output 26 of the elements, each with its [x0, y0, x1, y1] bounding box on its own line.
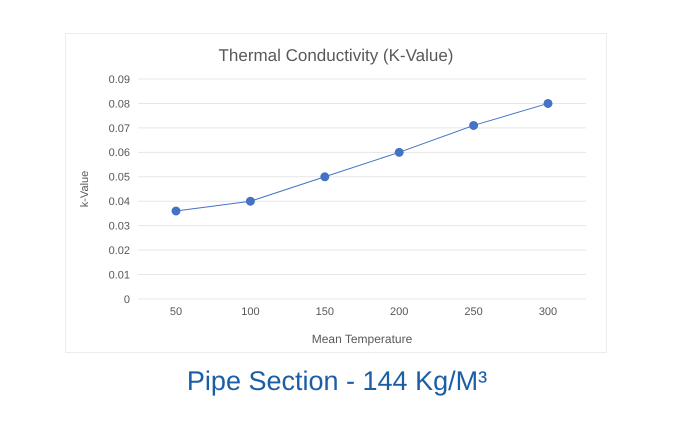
y-tick-label: 0.01	[108, 269, 130, 282]
x-tick-label: 100	[241, 306, 260, 318]
x-tick-label: 50	[170, 306, 182, 318]
point	[246, 196, 255, 206]
point	[320, 172, 330, 182]
y-tick-label: 0.03	[108, 220, 130, 233]
x-tick-label: 300	[538, 306, 558, 318]
y-tick-label: 0	[124, 294, 130, 306]
y-tick-label: 0.06	[108, 147, 130, 160]
point	[394, 148, 404, 157]
y-tick-label: 0.07	[108, 122, 130, 135]
y-tick-label: 0.05	[108, 172, 130, 184]
y-tick-label: 0.08	[108, 98, 130, 110]
x-tick-label: 150	[316, 306, 334, 318]
chart-title: Thermal Conductivity (K-Value)	[218, 46, 454, 65]
text: Pipe Section - 144 Kg/M³	[186, 366, 488, 396]
point	[544, 98, 552, 108]
x-axis-title: Mean Temperature	[312, 332, 413, 346]
point	[469, 120, 478, 130]
x-tick-label: 200	[390, 306, 408, 318]
y-axis-title: k-Value	[78, 170, 91, 208]
x-tick-label: 250	[464, 306, 483, 318]
y-tick-label: 0.09	[108, 74, 130, 86]
point	[172, 206, 180, 216]
y-tick-label: 0.04	[108, 196, 130, 208]
y-tick-label: 0.02	[108, 245, 130, 258]
